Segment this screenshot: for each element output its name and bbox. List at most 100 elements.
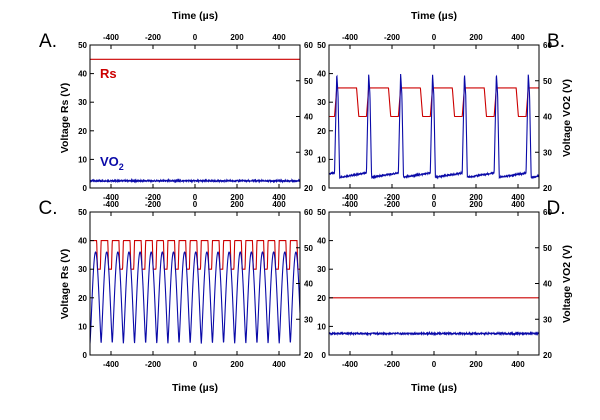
x-tick-label: -400 <box>103 360 120 369</box>
y-right-tick-label: 50 <box>304 77 313 86</box>
y-left-tick-label: 30 <box>78 98 87 107</box>
x-tick-label: 400 <box>511 360 525 369</box>
x-tick-label: 0 <box>432 33 437 42</box>
x-tick-label: -400 <box>342 193 359 202</box>
y-right-tick-label: 40 <box>543 113 552 122</box>
y-right-tick-label: 50 <box>543 77 552 86</box>
y-left-tick-label: 10 <box>78 155 87 164</box>
y-left-tick-label: 10 <box>78 322 87 331</box>
series-vo2-line <box>329 73 539 180</box>
y-left-tick-label: 0 <box>322 351 327 360</box>
x-tick-label: 0 <box>193 33 198 42</box>
x-tick-label: 200 <box>230 193 244 202</box>
x-tick-label: -200 <box>384 193 401 202</box>
x-tick-label: 0 <box>193 193 198 202</box>
y-right-tick-label: 40 <box>304 280 313 289</box>
vo2-series-label: VO2 <box>100 154 124 172</box>
x-tick-label: 200 <box>230 200 244 209</box>
x-tick-label: 400 <box>511 193 525 202</box>
x-tick-label: 200 <box>230 360 244 369</box>
y-right-tick-label: 40 <box>543 280 552 289</box>
panel-letter: C. <box>39 198 58 219</box>
x-tick-label: -200 <box>145 360 162 369</box>
x-tick-label: -200 <box>145 193 162 202</box>
y-right-tick-label: 20 <box>543 184 552 193</box>
y-left-tick-label: 50 <box>317 208 326 217</box>
x-tick-label: 400 <box>511 33 525 42</box>
y-right-tick-label: 20 <box>543 351 552 360</box>
y-left-tick-label: 40 <box>317 237 326 246</box>
series-vo2-line <box>90 178 300 184</box>
rs-series-label: Rs <box>100 66 117 81</box>
y-left-tick-label: 40 <box>78 237 87 246</box>
y-left-tick-label: 50 <box>317 41 326 50</box>
x-tick-label: -400 <box>103 200 120 209</box>
y-right-tick-label: 20 <box>304 351 313 360</box>
x-tick-label: 200 <box>469 360 483 369</box>
y-left-tick-label: 10 <box>317 322 326 331</box>
y-right-tick-label: 20 <box>304 184 313 193</box>
y-left-tick-label: 30 <box>317 265 326 274</box>
x-tick-label: 400 <box>511 200 525 209</box>
y-right-tick-label: 60 <box>304 41 313 50</box>
x-tick-label: 0 <box>193 200 198 209</box>
series-vo2-line <box>329 330 539 337</box>
x-tick-label: 400 <box>272 360 286 369</box>
x-tick-label: 0 <box>432 193 437 202</box>
x-tick-label: -200 <box>384 360 401 369</box>
x-tick-label: 400 <box>272 33 286 42</box>
y-left-tick-label: 20 <box>317 127 326 136</box>
x-tick-label: -200 <box>384 33 401 42</box>
x-axis-title-top-left: Time (µs) <box>172 10 218 22</box>
y-right-tick-label: 30 <box>543 315 552 324</box>
y-left-tick-label: 0 <box>83 351 88 360</box>
x-tick-label: -200 <box>145 200 162 209</box>
left-axis-title-top: Voltage Rs (V) <box>59 83 71 153</box>
x-tick-label: 0 <box>432 200 437 209</box>
y-left-tick-label: 40 <box>78 70 87 79</box>
y-left-tick-label: 30 <box>78 265 87 274</box>
x-tick-label: -400 <box>103 193 120 202</box>
y-left-tick-label: 20 <box>78 294 87 303</box>
panel-1: A. -400 -400 -200 -200 0 0 200 200 400 400 0 10 20 30 4… <box>39 31 313 202</box>
x-tick-label: 200 <box>230 33 244 42</box>
y-left-tick-label: 40 <box>317 70 326 79</box>
left-axis-title-bottom: Voltage Rs (V) <box>59 249 71 319</box>
y-right-tick-label: 50 <box>304 244 313 253</box>
y-left-tick-label: 0 <box>83 184 88 193</box>
x-tick-label: -400 <box>342 360 359 369</box>
x-tick-label: -200 <box>384 200 401 209</box>
right-axis-title-bottom: Voltage VO2 (V) <box>561 245 573 323</box>
panel-letter: D. <box>547 198 566 219</box>
panel-2: B. -400 -400 -200 -200 0 0 200 200 400 400 0 10 20 30 4… <box>317 31 565 202</box>
y-right-tick-label: 50 <box>543 244 552 253</box>
x-tick-label: -400 <box>342 200 359 209</box>
y-right-tick-label: 30 <box>543 148 552 157</box>
panel-letter: B. <box>547 31 565 52</box>
y-left-tick-label: 50 <box>78 41 87 50</box>
y-left-tick-label: 50 <box>78 208 87 217</box>
y-right-tick-label: 30 <box>304 315 313 324</box>
x-tick-label: 0 <box>193 360 198 369</box>
y-right-tick-label: 40 <box>304 113 313 122</box>
y-left-tick-label: 30 <box>317 98 326 107</box>
y-right-tick-label: 60 <box>304 208 313 217</box>
y-right-tick-label: 60 <box>543 208 552 217</box>
x-axis-title-bottom-left: Time (µs) <box>172 382 218 394</box>
panel-3: C. -400 -400 -200 -200 0 0 200 200 400 400 0 10 20 30 4… <box>39 198 314 369</box>
x-tick-label: -400 <box>103 33 120 42</box>
x-tick-label: 200 <box>469 200 483 209</box>
vo2-label-main: VO <box>100 154 119 169</box>
x-tick-label: 200 <box>469 193 483 202</box>
y-right-tick-label: 60 <box>543 41 552 50</box>
y-left-tick-label: 20 <box>78 127 87 136</box>
series-rs-line <box>329 87 539 118</box>
y-left-tick-label: 20 <box>317 294 326 303</box>
panel-letter: A. <box>39 31 57 52</box>
x-axis-title-top-right: Time (µs) <box>411 10 457 22</box>
x-tick-label: -200 <box>145 33 162 42</box>
x-tick-label: -400 <box>342 33 359 42</box>
x-tick-label: 200 <box>469 33 483 42</box>
x-tick-label: 0 <box>432 360 437 369</box>
